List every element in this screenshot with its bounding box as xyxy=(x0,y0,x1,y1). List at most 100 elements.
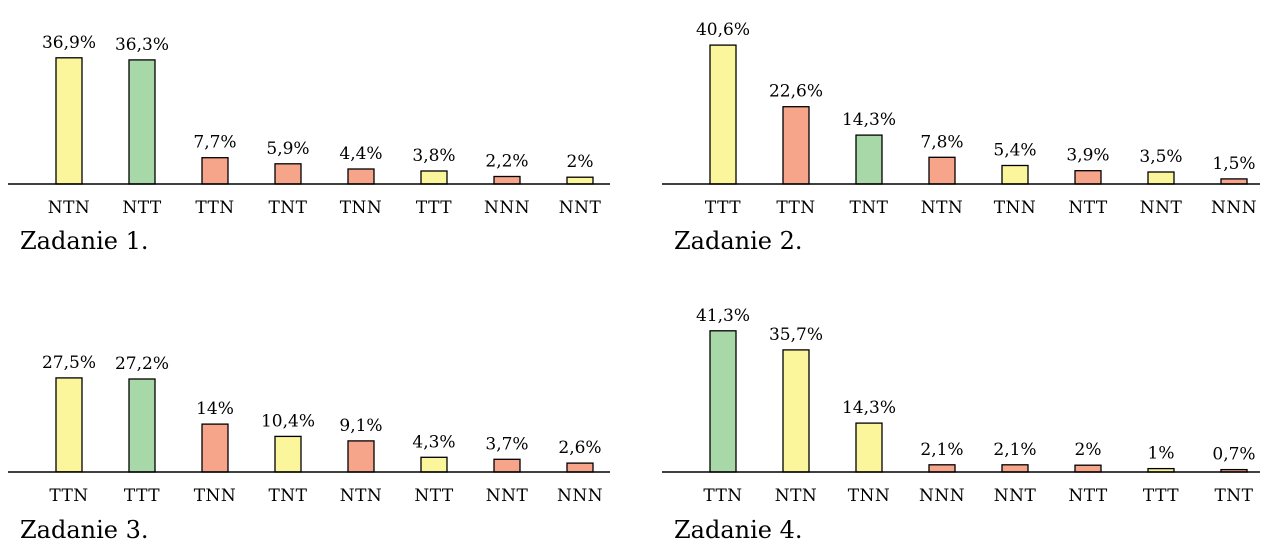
value-label: 2,6% xyxy=(558,438,601,458)
value-label: 22,6% xyxy=(769,82,823,102)
bar-ntt xyxy=(1074,170,1102,185)
value-label: 10,4% xyxy=(261,411,315,431)
chart-panel-1: 36,9% NTN 36,3% NTT 7,7% TTN 5,9% TNT 4,4% TNN 3,8… xyxy=(8,33,610,255)
category-label: NNT xyxy=(994,486,1037,506)
category-label: TTN xyxy=(776,198,815,218)
bar-tnt xyxy=(274,435,302,473)
category-label: TTT xyxy=(416,198,452,218)
bar-ttt xyxy=(709,44,737,185)
value-label: 7,8% xyxy=(920,132,963,152)
bar-ntn xyxy=(55,57,83,185)
value-label: 2,1% xyxy=(993,440,1036,460)
chart-panel-4: 41,3% TTN 35,7% NTN 14,3% TNN 2,1% NNN 2,1% NNT 2%… xyxy=(662,306,1260,544)
value-label: 35,7% xyxy=(769,325,823,345)
category-label: NNT xyxy=(1140,198,1183,218)
bar-nnn xyxy=(566,462,594,473)
category-label: NTT xyxy=(122,198,162,218)
value-label: 36,3% xyxy=(115,35,169,55)
bar-nnt xyxy=(493,458,521,473)
category-label: NTT xyxy=(1068,198,1108,218)
bar-tnt xyxy=(274,163,302,185)
value-label: 27,5% xyxy=(42,353,96,373)
bar-tnn xyxy=(201,423,229,473)
category-label: TNN xyxy=(340,198,383,218)
value-label: 27,2% xyxy=(115,354,169,374)
value-label: 40,6% xyxy=(696,20,750,40)
category-label: TNN xyxy=(194,486,237,506)
category-label: TNT xyxy=(268,198,307,218)
value-label: 14% xyxy=(196,399,234,419)
category-label: TNT xyxy=(1214,486,1253,506)
bar-ntt xyxy=(128,59,156,185)
bar-ttt xyxy=(128,378,156,473)
chart-panel-2: 40,6% TTT 22,6% TTN 14,3% TNT 7,8% NTN 5,4% TNN 3,… xyxy=(662,20,1260,255)
bar-nnn xyxy=(493,175,521,185)
value-label: 7,7% xyxy=(193,133,236,153)
category-label: NNT xyxy=(559,198,602,218)
bar-ntn xyxy=(782,349,810,473)
value-label: 1% xyxy=(1148,444,1175,464)
value-label: 14,3% xyxy=(842,398,896,418)
category-label: TTN xyxy=(195,198,234,218)
category-label: NNN xyxy=(557,486,603,506)
bar-ntn xyxy=(928,156,956,185)
category-label: TTT xyxy=(124,486,160,506)
value-label: 9,1% xyxy=(339,416,382,436)
value-label: 2,1% xyxy=(920,440,963,460)
value-label: 5,4% xyxy=(993,141,1036,161)
bar-ttt xyxy=(420,170,448,185)
bar-ntn xyxy=(347,440,375,473)
category-label: TTT xyxy=(1143,486,1179,506)
panel-caption: Zadanie 4. xyxy=(674,516,803,544)
bar-ttn xyxy=(709,330,737,473)
value-label: 2% xyxy=(1075,440,1102,460)
category-label: NNN xyxy=(1211,198,1257,218)
category-label: NNN xyxy=(919,486,965,506)
panel-caption: Zadanie 3. xyxy=(20,516,149,544)
bar-ttn xyxy=(55,377,83,473)
category-label: TNT xyxy=(268,486,307,506)
bar-nnt xyxy=(566,176,594,185)
category-label: NTT xyxy=(414,486,454,506)
category-label: TTT xyxy=(705,198,741,218)
category-label: TNT xyxy=(849,198,888,218)
chart-panel-3: 27,5% TTN 27,2% TTT 14% TNN 10,4% TNT 9,1% NTN 4,3… xyxy=(8,353,610,544)
bar-tnn xyxy=(347,168,375,185)
value-label: 1,5% xyxy=(1212,154,1255,174)
bar-nnn xyxy=(928,464,956,473)
category-label: TNN xyxy=(994,198,1037,218)
value-label: 36,9% xyxy=(42,33,96,53)
category-label: NTT xyxy=(1068,486,1108,506)
category-label: NNT xyxy=(486,486,529,506)
category-label: NTN xyxy=(340,486,383,506)
panel-caption: Zadanie 1. xyxy=(20,227,149,255)
bar-nnn xyxy=(1220,178,1248,185)
bar-ttn xyxy=(201,157,229,185)
category-label: TTN xyxy=(49,486,88,506)
bar-tnn xyxy=(1001,164,1029,185)
value-label: 5,9% xyxy=(266,139,309,159)
bar-nnt xyxy=(1001,464,1029,473)
bar-tnn xyxy=(855,422,883,473)
value-label: 3,8% xyxy=(412,146,455,166)
panel-caption: Zadanie 2. xyxy=(674,227,803,255)
category-label: NNN xyxy=(484,198,530,218)
bar-ntt xyxy=(1074,464,1102,473)
category-label: NTN xyxy=(48,198,91,218)
value-label: 3,9% xyxy=(1066,146,1109,166)
value-label: 3,7% xyxy=(485,434,528,454)
value-label: 2,2% xyxy=(485,152,528,172)
value-label: 2% xyxy=(567,152,594,172)
value-label: 0,7% xyxy=(1212,445,1255,465)
value-label: 41,3% xyxy=(696,306,750,326)
category-label: TTN xyxy=(703,486,742,506)
bar-nnt xyxy=(1147,171,1175,185)
category-label: NTN xyxy=(775,486,818,506)
value-label: 3,5% xyxy=(1139,147,1182,167)
bar-ttn xyxy=(782,106,810,185)
category-label: NTN xyxy=(921,198,964,218)
value-label: 14,3% xyxy=(842,110,896,130)
bar-tnt xyxy=(855,134,883,185)
category-label: TNN xyxy=(848,486,891,506)
